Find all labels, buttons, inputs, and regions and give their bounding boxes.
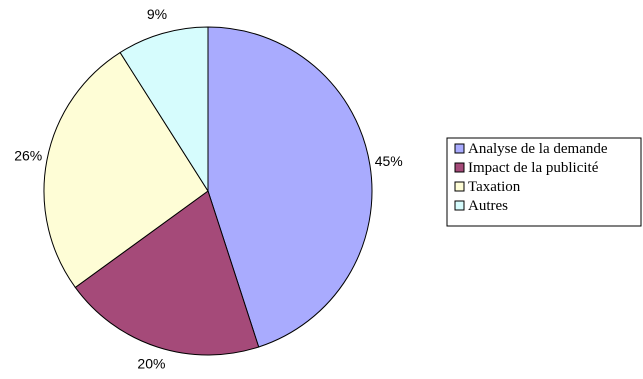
pie-slice-4 — [119, 26, 209, 193]
legend-swatch-3 — [454, 181, 465, 192]
pie-slice-1 — [207, 26, 373, 348]
pie-slice-3 — [43, 51, 209, 289]
legend-label-1: Analyse de la demande — [468, 141, 608, 157]
legend: Analyse de la demande Impact de la public… — [446, 137, 642, 227]
legend-label-2: Impact de la publicité — [468, 160, 599, 176]
legend-swatch-2 — [454, 162, 465, 173]
slice-percent-label-4: 9% — [147, 6, 167, 22]
legend-frame — [446, 137, 642, 227]
legend-swatch-1 — [454, 143, 465, 154]
slice-percent-label-2: 20% — [137, 356, 165, 372]
slice-percent-label-1: 45% — [375, 153, 403, 169]
legend-swatch-4 — [454, 200, 465, 211]
legend-label-3: Taxation — [468, 179, 521, 195]
pie-percent-labels: 45% 20% 26% 9% — [14, 6, 403, 372]
pie-slice-2 — [74, 190, 260, 356]
pie-slices — [43, 26, 373, 356]
slice-percent-label-3: 26% — [14, 147, 42, 163]
legend-label-4: Autres — [468, 198, 508, 214]
legend-items: Analyse de la demande Impact de la public… — [454, 141, 608, 214]
